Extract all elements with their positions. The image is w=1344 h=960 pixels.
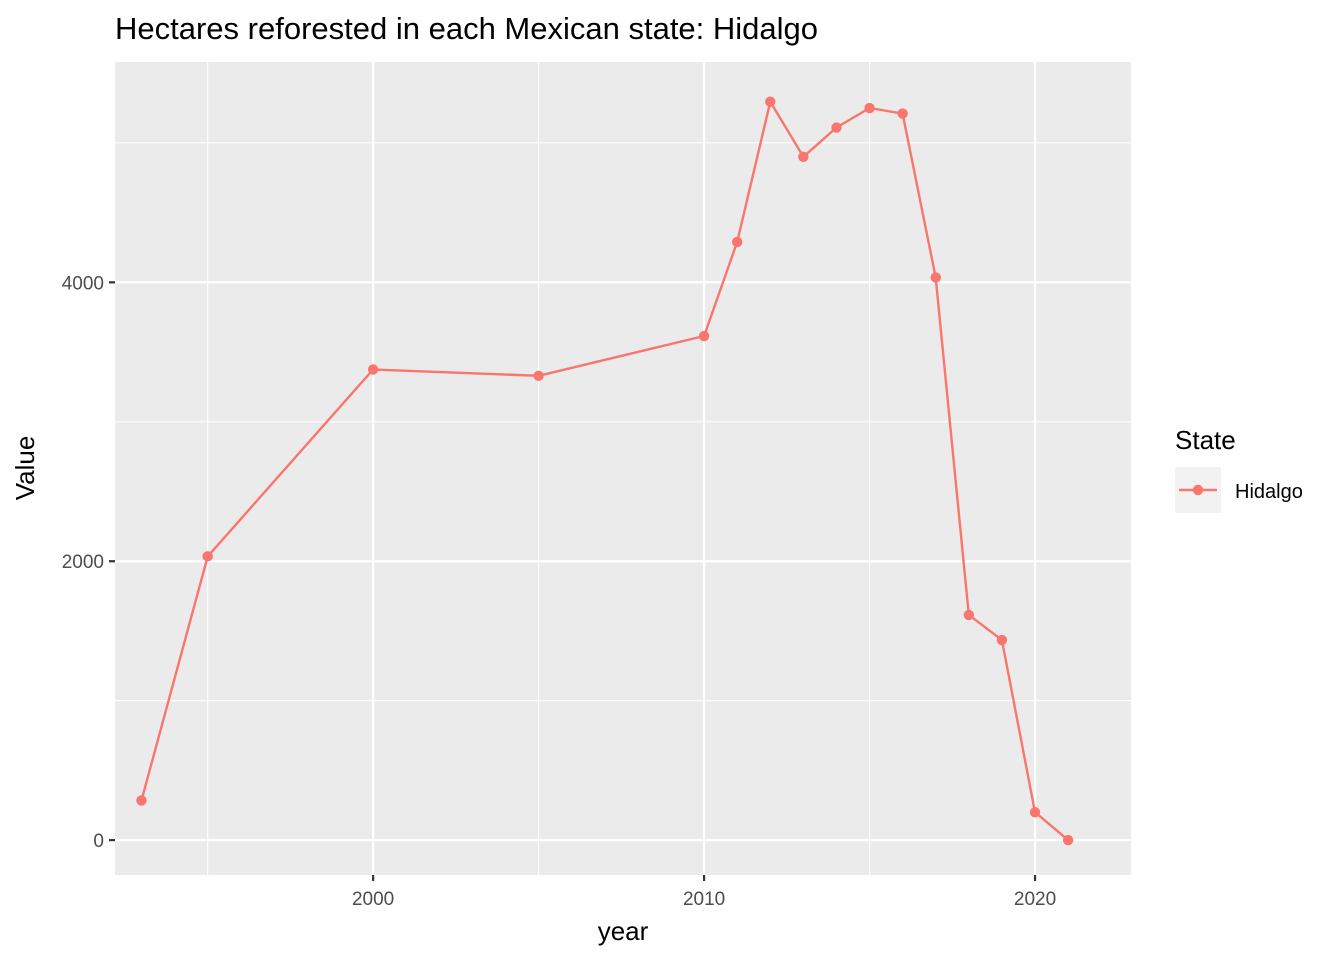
data-point [798,151,809,163]
data-point [963,609,975,621]
legend-title: State [1175,425,1236,455]
legend-label: Hidalgo [1235,481,1303,503]
plot-panel [115,62,1131,875]
x-tick-label: 2010 [683,889,725,910]
data-point [1062,834,1074,846]
legend: State Hidalgo [1175,425,1303,513]
grid-minor [115,62,1131,875]
legend-point-swatch [1192,484,1204,496]
data-point [698,330,710,342]
data-point [533,370,544,381]
data-point [367,364,379,375]
series-line-hidalgo [140,100,1069,842]
data-point [731,236,743,248]
data-point [765,96,776,107]
data-point [864,102,875,114]
x-axis-title: year [598,916,649,946]
grid-major [115,62,1131,875]
series-layer [136,96,1074,846]
y-tick-label: 4000 [62,273,104,294]
chart-title: Hectares reforested in each Mexican stat… [115,11,818,46]
y-tick-label: 0 [93,831,104,852]
data-point [930,272,941,283]
data-point [136,795,147,806]
y-axis-title: Value [10,436,40,501]
x-tick-label: 2020 [1014,889,1056,910]
y-tick-label: 2000 [62,552,104,573]
data-point [897,108,908,119]
axis-ticks: 2000 2010 2020 0 2000 4000 [62,273,1056,910]
data-point [831,122,842,133]
data-point [996,634,1008,646]
x-tick-label: 2000 [352,889,394,910]
data-point [1029,807,1041,818]
data-point [202,551,213,562]
